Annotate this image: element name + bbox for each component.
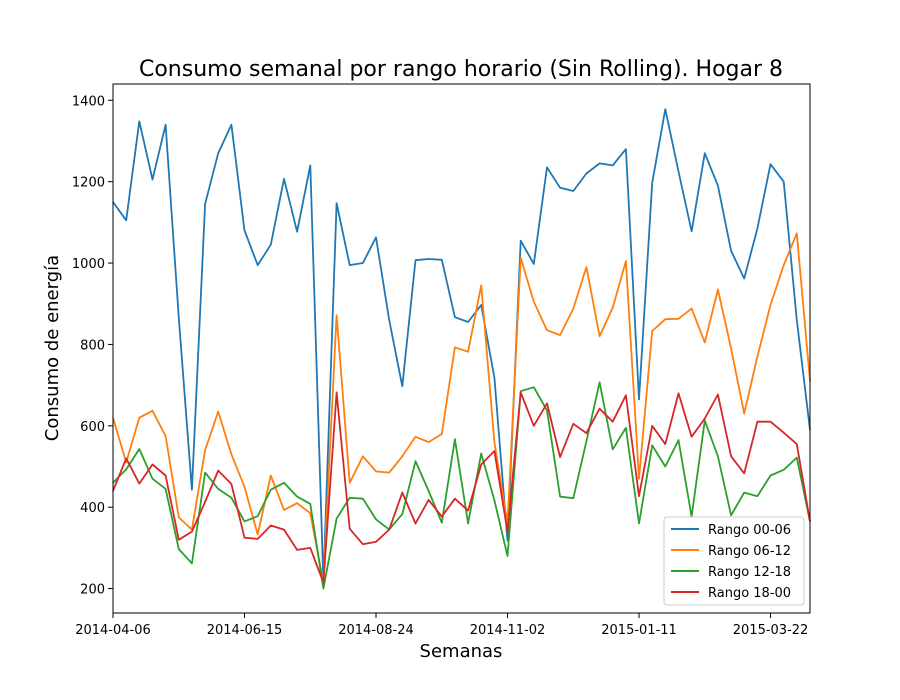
y-tick-label: 400 [80,501,105,516]
plot-frame [112,83,811,614]
x-tick-label: 2014-11-02 [470,623,546,638]
legend-box [663,516,805,606]
x-tick-label: 2014-04-06 [75,623,151,638]
legend-label: Rango 00-06 [708,523,791,538]
axis-ticks: 200 400 600 800 1000 1200 1400 2014-04-06 2014-0… [72,94,808,638]
legend-label: Rango 18-00 [708,586,791,601]
y-tick-label: 1000 [72,257,105,272]
x-tick-label: 2014-06-15 [207,623,283,638]
legend-label: Rango 06-12 [708,544,791,559]
series-line [112,232,811,584]
x-tick-label: 2015-03-22 [733,623,809,638]
y-tick-label: 800 [80,338,105,353]
y-tick-label: 1200 [72,176,105,191]
legend-label: Rango 12-18 [708,565,791,580]
x-tick-label: 2015-01-11 [601,623,677,638]
x-axis-title: Semanas [420,641,503,662]
series-layer [112,108,811,590]
series-line [112,391,811,584]
y-tick-label: 1400 [72,94,105,109]
series-line [112,381,811,590]
y-axis-title: Consumo de energía [42,255,63,441]
legend: Rango 00-06 Rango 06-12 Rango 12-18 Rango 1… [663,516,805,606]
x-tick-label: 2014-08-24 [338,623,414,638]
y-tick-label: 600 [80,420,105,435]
y-tick-label: 200 [80,583,105,598]
chart-title: Consumo semanal por rango horario (Sin R… [139,57,783,82]
series-line [112,108,811,584]
